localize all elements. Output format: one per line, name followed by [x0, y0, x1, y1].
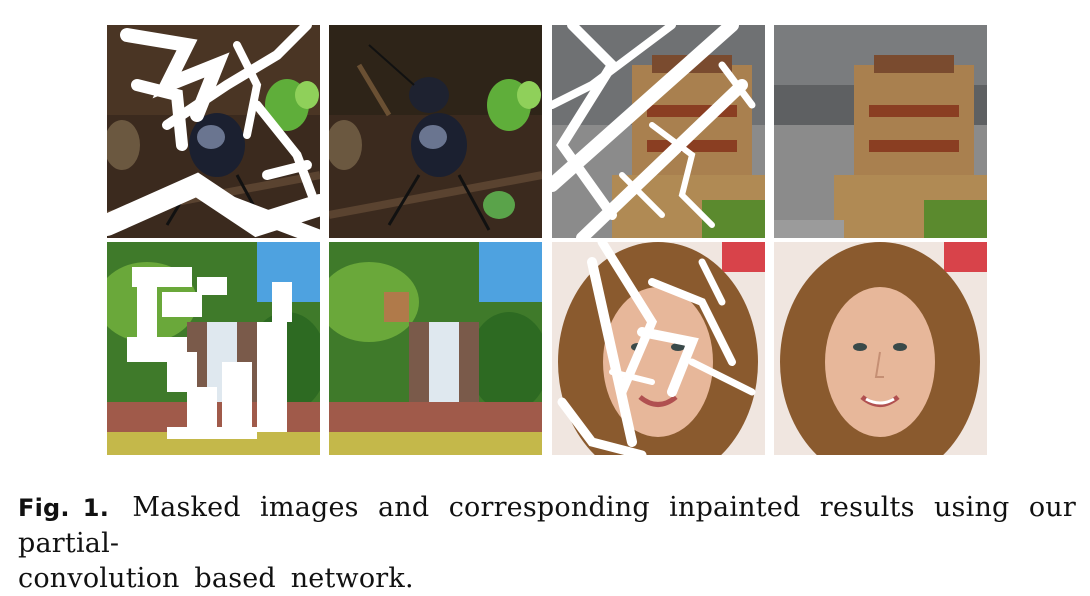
face-masked-image [552, 242, 765, 455]
panel-face-masked [552, 242, 765, 455]
building-masked-image [552, 25, 765, 238]
panel-waterfall-masked [107, 242, 320, 455]
caption-line-1: Masked images and corresponding inpainte… [18, 492, 1076, 559]
panel-face-inpainted [774, 242, 987, 455]
panel-building-masked [552, 25, 765, 238]
face-inpainted-image [774, 242, 987, 455]
figure-caption: Fig. 1. Masked images and corresponding … [18, 490, 1076, 596]
panel-building-inpainted [774, 25, 987, 238]
waterfall-inpainted-image [329, 242, 542, 455]
panel-beetle-masked [107, 25, 320, 238]
figure-label: Fig. 1. [18, 494, 110, 522]
waterfall-masked-image [107, 242, 320, 455]
building-inpainted-image [774, 25, 987, 238]
panel-beetle-inpainted [329, 25, 542, 238]
panel-waterfall-inpainted [329, 242, 542, 455]
beetle-inpainted-image [329, 25, 542, 238]
figure-image-grid [107, 25, 987, 455]
beetle-masked-image [107, 25, 320, 238]
